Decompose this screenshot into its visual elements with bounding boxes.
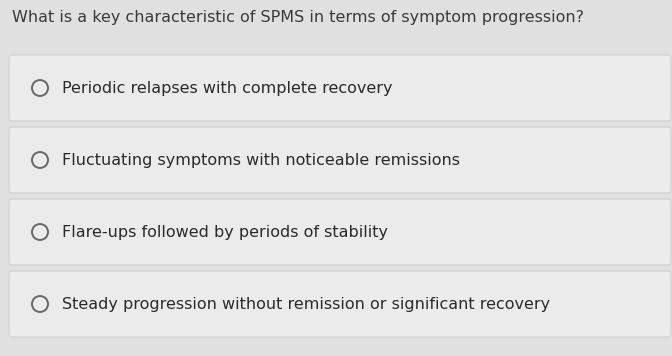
FancyBboxPatch shape	[9, 271, 671, 337]
FancyBboxPatch shape	[9, 199, 671, 265]
Text: Periodic relapses with complete recovery: Periodic relapses with complete recovery	[62, 80, 392, 95]
FancyBboxPatch shape	[9, 55, 671, 121]
Text: Flare-ups followed by periods of stability: Flare-ups followed by periods of stabili…	[62, 225, 388, 240]
Text: Steady progression without remission or significant recovery: Steady progression without remission or …	[62, 297, 550, 312]
Text: What is a key characteristic of SPMS in terms of symptom progression?: What is a key characteristic of SPMS in …	[12, 10, 584, 25]
Text: Fluctuating symptoms with noticeable remissions: Fluctuating symptoms with noticeable rem…	[62, 152, 460, 168]
FancyBboxPatch shape	[9, 127, 671, 193]
